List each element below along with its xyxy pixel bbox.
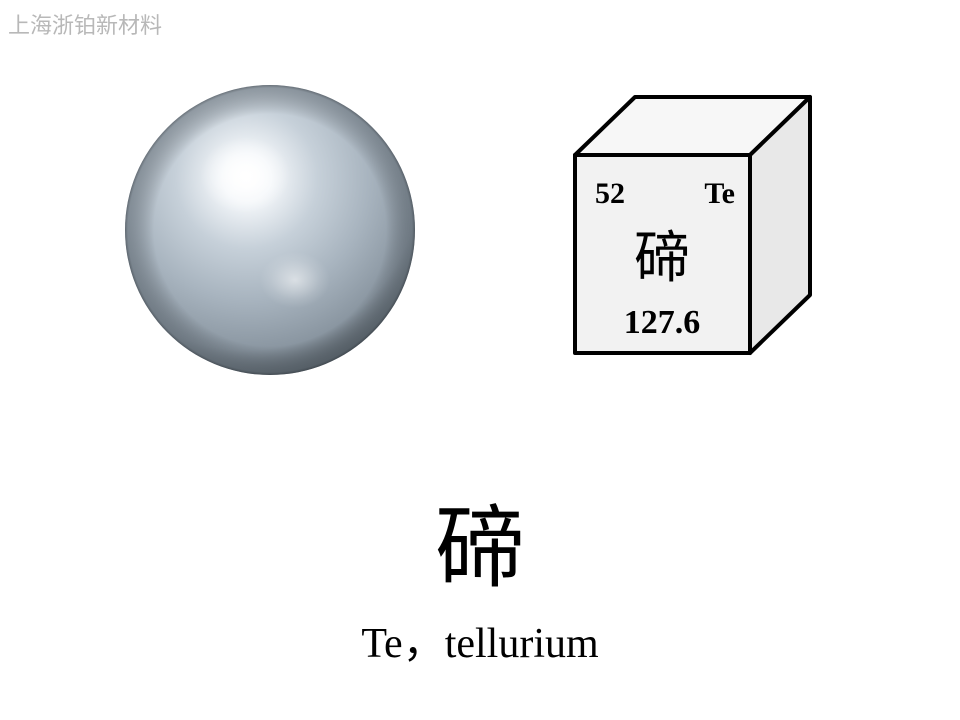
sphere-illustration bbox=[120, 80, 420, 380]
bottom-caption: 碲 Te，tellurium bbox=[0, 500, 960, 670]
sphere-svg bbox=[120, 80, 420, 380]
top-illustration-row: 52 Te 碲 127.6 bbox=[0, 70, 960, 390]
caption-big-char: 碲 bbox=[0, 500, 960, 599]
element-cube: 52 Te 碲 127.6 bbox=[540, 80, 840, 380]
cube-svg: 52 Te 碲 127.6 bbox=[540, 85, 840, 375]
element-symbol: Te bbox=[704, 177, 735, 210]
atomic-number: 52 bbox=[595, 177, 625, 210]
atomic-mass: 127.6 bbox=[624, 304, 701, 341]
caption-sub-line: Te，tellurium bbox=[0, 609, 960, 670]
watermark-text: 上海浙铂新材料 bbox=[8, 8, 162, 40]
element-chinese-name: 碲 bbox=[634, 228, 690, 290]
